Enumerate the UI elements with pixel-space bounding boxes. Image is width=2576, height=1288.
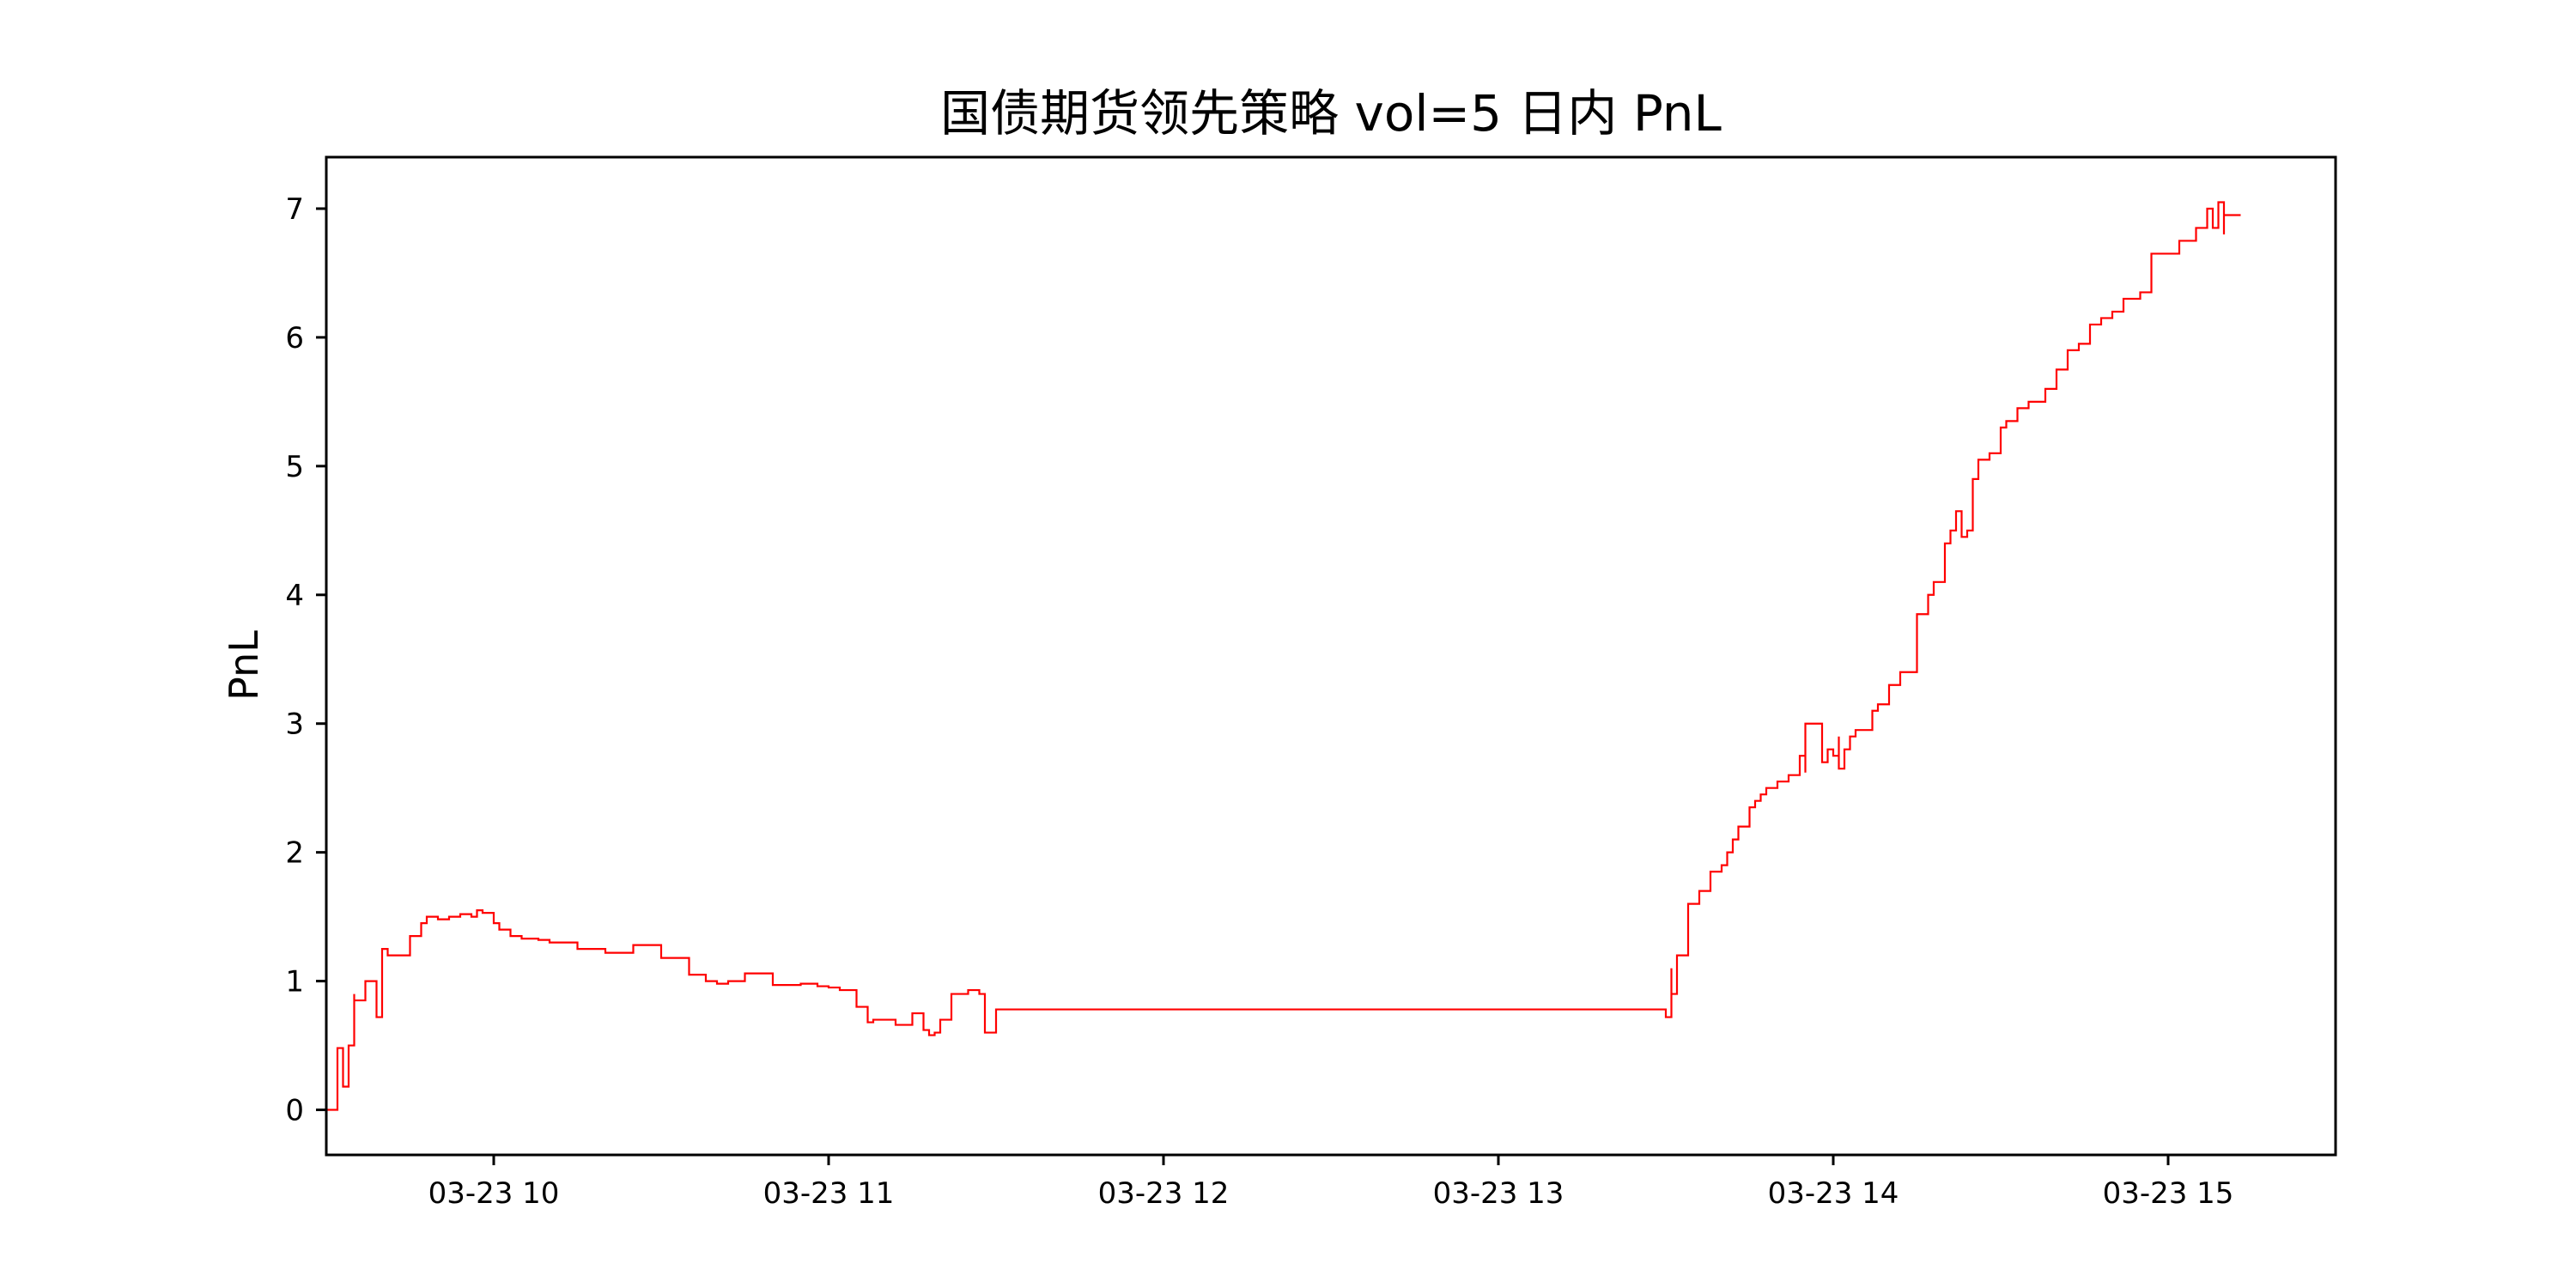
x-tick-label: 03-23 10 (428, 1176, 560, 1211)
y-tick-label: 2 (285, 836, 304, 871)
pnl-series-line (326, 201, 2241, 1111)
x-axis: 03-23 10 03-23 11 03-23 12 03-23 13 03-23 14… (428, 1155, 2234, 1211)
y-tick-label: 4 (285, 579, 304, 613)
x-tick-label: 03-23 12 (1098, 1176, 1230, 1211)
y-tick-label: 6 (285, 321, 304, 355)
y-tick-label: 7 (285, 192, 304, 227)
y-axis-label: PnL (221, 630, 267, 701)
x-tick-label: 03-23 11 (763, 1176, 895, 1211)
x-tick-label: 03-23 13 (1433, 1176, 1564, 1211)
plot-frame (325, 155, 2337, 1157)
y-axis: 0 1 2 3 4 5 6 7 (285, 192, 326, 1128)
y-tick-label: 3 (285, 708, 304, 742)
plot-area (326, 201, 2241, 1111)
chart-title: 国债期货领先策略 vol=5 日内 PnL (940, 84, 1722, 143)
x-tick-label: 03-23 15 (2103, 1176, 2234, 1211)
x-tick-label: 03-23 14 (1768, 1176, 1899, 1211)
y-tick-label: 0 (285, 1094, 304, 1128)
y-tick-label: 5 (285, 450, 304, 484)
y-tick-label: 1 (285, 965, 304, 999)
